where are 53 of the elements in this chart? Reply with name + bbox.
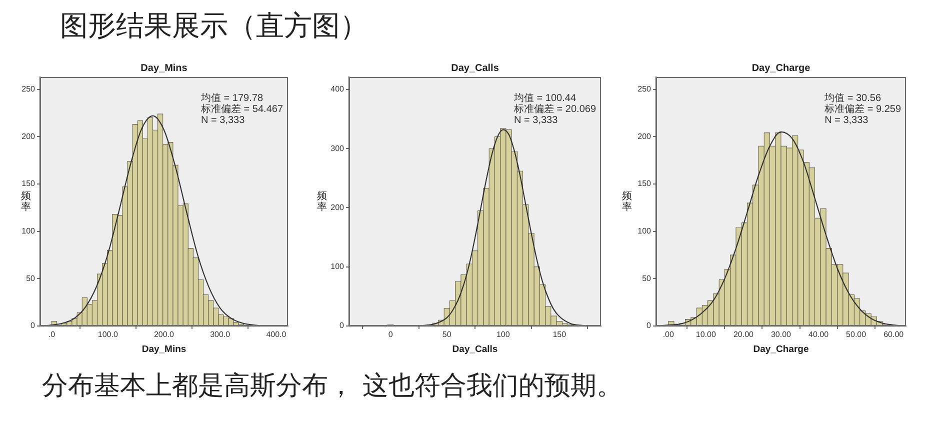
text: 图形结果展示（直方图） — [60, 9, 368, 43]
x-tick-label: 50 — [442, 330, 452, 340]
y-tick-label: 200 — [22, 132, 36, 141]
y-tick-label: 250 — [22, 84, 36, 94]
y-tick-label: 200 — [638, 132, 652, 141]
x-tick-label: .0 — [48, 330, 56, 340]
annotation: N = 3,333 — [514, 114, 558, 126]
annotation: 标准偏差 = 20.069 — [513, 102, 596, 115]
x-tick-label: 30.00 — [770, 330, 792, 340]
annotation: 标准偏差 = 54.467 — [200, 102, 284, 115]
x-tick-label: 0 — [388, 330, 394, 340]
y-tick-label: 200 — [330, 202, 345, 212]
y-tick-label: 0 — [340, 321, 345, 330]
x-tick-label: 60.00 — [884, 330, 904, 340]
y-tick-label: 100 — [330, 262, 345, 272]
x-tick-label: 400.0 — [266, 330, 287, 340]
x-tick-label: .00 — [662, 330, 674, 340]
annotation: N = 3,333 — [201, 114, 246, 126]
y-tick-label: 50 — [642, 274, 652, 283]
x-axis-title: Day_Calls — [452, 344, 498, 355]
y-tick-label: 150 — [22, 179, 36, 188]
y-axis-title: 频率 — [317, 190, 327, 212]
y-tick-label: 150 — [638, 179, 652, 188]
y-tick-label: 0 — [646, 321, 652, 330]
annotation: 均值 = 179.78 — [200, 92, 264, 104]
y-axis-title: 频率 — [622, 190, 632, 212]
x-tick-label: 100 — [496, 330, 510, 340]
x-axis-title: Day_Charge — [753, 344, 809, 355]
y-tick-label: 50 — [26, 274, 36, 283]
chart-title: Day_Charge — [752, 62, 811, 74]
y-tick-label: 0 — [30, 321, 36, 330]
x-tick-label: 150 — [552, 330, 567, 340]
chart-title: Day_Calls — [451, 62, 500, 74]
text: 分布基本上都是高斯分布， 这也符合我们的预期。 — [42, 371, 622, 401]
x-tick-label: 20.00 — [733, 330, 754, 340]
annotation: N = 3,333 — [824, 114, 869, 126]
chart-title: Day_Mins — [140, 62, 188, 74]
annotation: 均值 = 100.44 — [513, 92, 576, 104]
y-axis-title: 频率 — [21, 190, 31, 212]
annotation: 均值 = 30.56 — [824, 92, 882, 104]
x-tick-label: 300.0 — [210, 330, 231, 340]
x-tick-label: 100.0 — [98, 330, 118, 340]
x-axis-title: Day_Mins — [142, 344, 186, 355]
y-tick-label: 300 — [330, 144, 345, 153]
x-tick-label: 10.00 — [696, 330, 716, 340]
y-tick-label: 100 — [22, 226, 36, 236]
y-tick-label: 100 — [638, 226, 652, 236]
x-tick-label: 50.00 — [846, 330, 867, 340]
x-tick-label: 200.0 — [154, 330, 175, 340]
annotation: 标准偏差 = 9.259 — [824, 102, 902, 115]
x-tick-label: 40.00 — [808, 330, 830, 340]
y-tick-label: 400 — [330, 84, 345, 94]
y-tick-label: 250 — [638, 84, 652, 94]
